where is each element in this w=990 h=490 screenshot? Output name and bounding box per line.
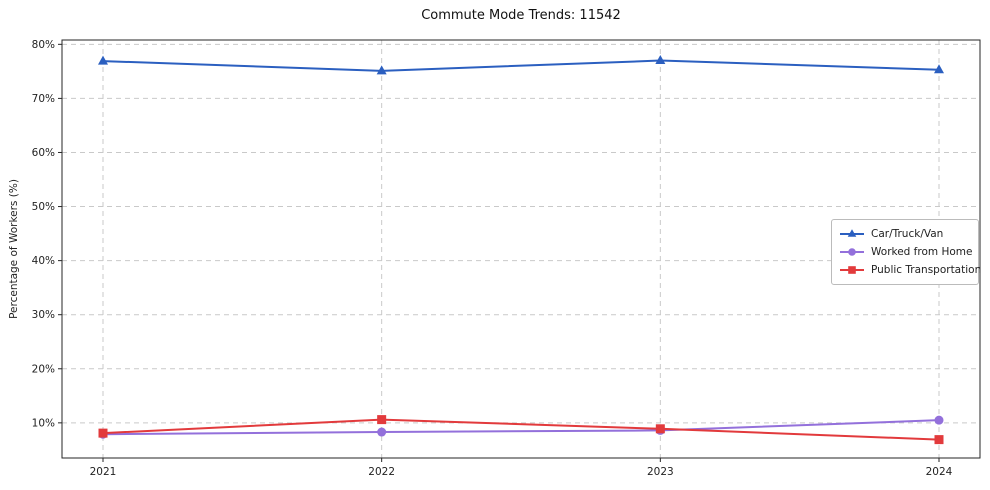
triangle-marker xyxy=(655,55,666,65)
square-marker xyxy=(848,266,856,274)
triangle-marker xyxy=(98,55,108,65)
square-marker xyxy=(655,424,665,434)
series-line xyxy=(102,59,940,72)
circle-marker xyxy=(377,427,387,437)
y-tick-label: 30% xyxy=(32,309,55,321)
legend: Car/Truck/Van Worked from Home Public Tran… xyxy=(831,219,981,285)
legend-item: Public Transportation xyxy=(839,261,981,279)
triangle-marker xyxy=(376,65,387,75)
series-line xyxy=(102,419,940,436)
plot-border xyxy=(61,39,981,459)
x-tick-label: 2021 xyxy=(90,466,117,478)
legend-item: Worked from Home xyxy=(839,243,973,261)
y-tick-label: 10% xyxy=(32,417,55,429)
legend-swatch xyxy=(840,266,864,274)
square-marker xyxy=(98,428,108,438)
y-tick-label: 20% xyxy=(32,363,55,375)
triangle-marker xyxy=(847,229,857,237)
legend-swatch xyxy=(840,248,864,256)
square-marker xyxy=(934,435,944,445)
y-tick-label: 50% xyxy=(32,201,55,213)
y-tick-label: 40% xyxy=(32,255,55,267)
legend-item: Car/Truck/Van xyxy=(839,225,971,243)
y-tick-label: 60% xyxy=(32,147,55,159)
series-line xyxy=(102,418,940,441)
y-tick-label: 70% xyxy=(32,93,55,105)
y-tick-label: 80% xyxy=(32,39,55,51)
legend-label: Worked from Home xyxy=(871,246,973,258)
legend-label: Car/Truck/Van xyxy=(871,228,944,240)
triangle-marker xyxy=(934,64,944,74)
chart-title: Commute Mode Trends: 11542 xyxy=(421,8,621,23)
circle-marker xyxy=(934,415,944,425)
legend-swatch xyxy=(840,229,864,237)
x-tick-label: 2023 xyxy=(647,466,674,478)
circle-marker xyxy=(848,248,856,256)
x-tick-label: 2024 xyxy=(926,466,953,478)
square-marker xyxy=(377,415,387,425)
legend-label: Public Transportation xyxy=(871,264,982,276)
x-tick-label: 2022 xyxy=(368,466,395,478)
